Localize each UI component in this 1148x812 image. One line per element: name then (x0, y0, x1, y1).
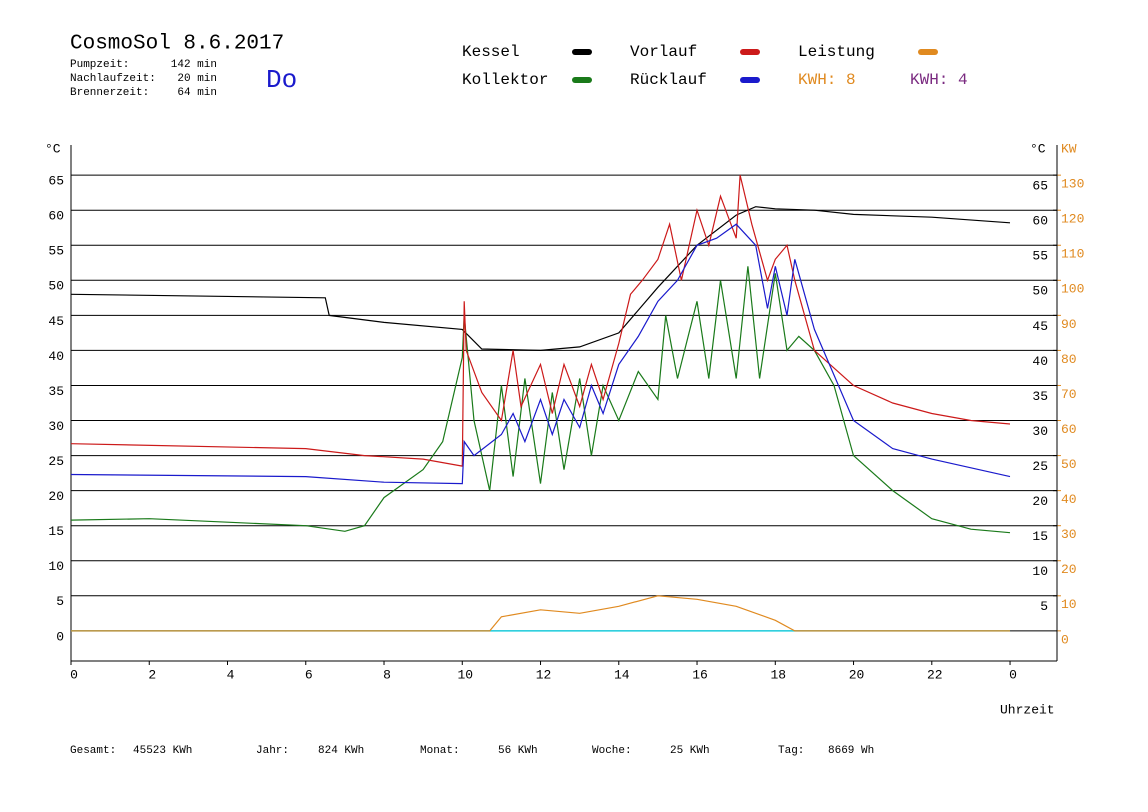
x-tick-label: 12 (536, 667, 552, 682)
legend-label: Kollektor (462, 71, 548, 89)
footer-label: Woche: (592, 745, 632, 757)
footer-label: Tag: (778, 745, 804, 757)
y2-tick-label: 100 (1061, 282, 1084, 297)
y-tick-label-right: 25 (1032, 459, 1048, 474)
series-line (71, 595, 1010, 632)
y-tick-label-right: 40 (1032, 354, 1048, 369)
y-tick-label-right: 10 (1032, 564, 1048, 579)
legend-swatch (572, 77, 592, 83)
x-tick-label: 16 (692, 667, 708, 682)
series-line (70, 206, 1011, 352)
x-tick-label: 2 (148, 667, 156, 682)
y2-tick-label: 30 (1061, 527, 1077, 542)
y2-tick-label: 70 (1061, 387, 1077, 402)
series-line (70, 174, 1011, 467)
legend-swatch (740, 49, 760, 55)
y-tick-label: 20 (48, 489, 64, 504)
stat-value: 20 min (177, 73, 217, 85)
x-tick-label: 10 (457, 667, 473, 682)
footer-value: 824 KWh (318, 745, 364, 757)
y-tick-label-right: 55 (1032, 249, 1048, 264)
footer-value: 56 KWh (498, 745, 538, 757)
y2-tick-label: 120 (1061, 212, 1084, 227)
y-tick-label-right: 5 (1040, 599, 1048, 614)
chart-title: CosmoSol 8.6.2017 (70, 33, 284, 56)
y-tick-label-right: 30 (1032, 424, 1048, 439)
legend-label: Leistung (798, 43, 875, 61)
y-tick-label-right: 45 (1032, 319, 1048, 334)
y-tick-label: 50 (48, 279, 64, 294)
y-tick-label: 40 (48, 349, 64, 364)
x-tick-label: 20 (849, 667, 865, 682)
y-tick-label: 5 (56, 594, 64, 609)
y2-tick-label: 60 (1061, 422, 1077, 437)
x-tick-label: 14 (614, 667, 630, 682)
y-tick-label-right: 50 (1032, 284, 1048, 299)
y2-tick-label: 80 (1061, 352, 1077, 367)
y-tick-label-right: 20 (1032, 494, 1048, 509)
x-tick-label: 22 (927, 667, 943, 682)
y-tick-label-right: 15 (1032, 529, 1048, 544)
y2-tick-label: 20 (1061, 562, 1077, 577)
y-tick-label: 60 (48, 209, 64, 224)
stat-label: Nachlaufzeit: (70, 73, 156, 85)
footer-value: 8669 Wh (828, 745, 874, 757)
legend-swatch (740, 77, 760, 83)
footer-value: 45523 KWh (133, 745, 192, 757)
stat-value: 142 min (171, 59, 217, 71)
x-tick-label: 18 (770, 667, 786, 682)
legend-label: Vorlauf (630, 43, 697, 61)
y2-unit: KW (1061, 141, 1077, 156)
y2-tick-label: 90 (1061, 317, 1077, 332)
legend-label: Kessel (462, 43, 520, 61)
x-tick-label: 0 (70, 667, 78, 682)
y-tick-label: 15 (48, 524, 64, 539)
y2-tick-label: 50 (1061, 457, 1077, 472)
stat-value: 64 min (177, 87, 217, 99)
footer-label: Gesamt: (70, 745, 116, 757)
y-tick-label: 65 (48, 174, 64, 189)
y-tick-label-right: 65 (1032, 179, 1048, 194)
stat-label: Pumpzeit: (70, 59, 129, 71)
weekday: Do (266, 65, 297, 95)
series-line (70, 223, 1011, 485)
y-tick-label: 55 (48, 244, 64, 259)
y2-tick-label: 10 (1061, 597, 1077, 612)
legend-swatch (918, 49, 938, 55)
y2-tick-label: 110 (1061, 247, 1084, 262)
y-tick-label-right: 35 (1032, 389, 1048, 404)
footer-label: Monat: (420, 745, 460, 757)
y-tick-label: 45 (48, 314, 64, 329)
y2-tick-label: 40 (1061, 492, 1077, 507)
x-tick-label: 4 (227, 667, 235, 682)
y-tick-label: 30 (48, 419, 64, 434)
footer-value: 25 KWh (670, 745, 710, 757)
legend-label: Rücklauf (630, 71, 707, 89)
footer-label: Jahr: (256, 745, 289, 757)
y-tick-label: 35 (48, 384, 64, 399)
y-unit: °C (45, 141, 61, 156)
y-unit-right: °C (1030, 141, 1046, 156)
legend-extra: KWH: 4 (910, 71, 968, 89)
y-tick-label: 0 (56, 629, 64, 644)
y-tick-label-right: 60 (1032, 214, 1048, 229)
x-tick-label: 6 (305, 667, 313, 682)
y2-tick-label: 130 (1061, 177, 1084, 192)
y-tick-label: 25 (48, 454, 64, 469)
x-axis-label: Uhrzeit (1000, 702, 1055, 717)
series-line (70, 266, 1011, 534)
y-tick-label: 10 (48, 559, 64, 574)
stat-label: Brennerzeit: (70, 87, 149, 99)
x-tick-label: 8 (383, 667, 391, 682)
legend-extra: KWH: 8 (798, 71, 856, 89)
x-tick-label: 0 (1009, 667, 1017, 682)
y2-tick-label: 0 (1061, 632, 1069, 647)
legend-swatch (572, 49, 592, 55)
